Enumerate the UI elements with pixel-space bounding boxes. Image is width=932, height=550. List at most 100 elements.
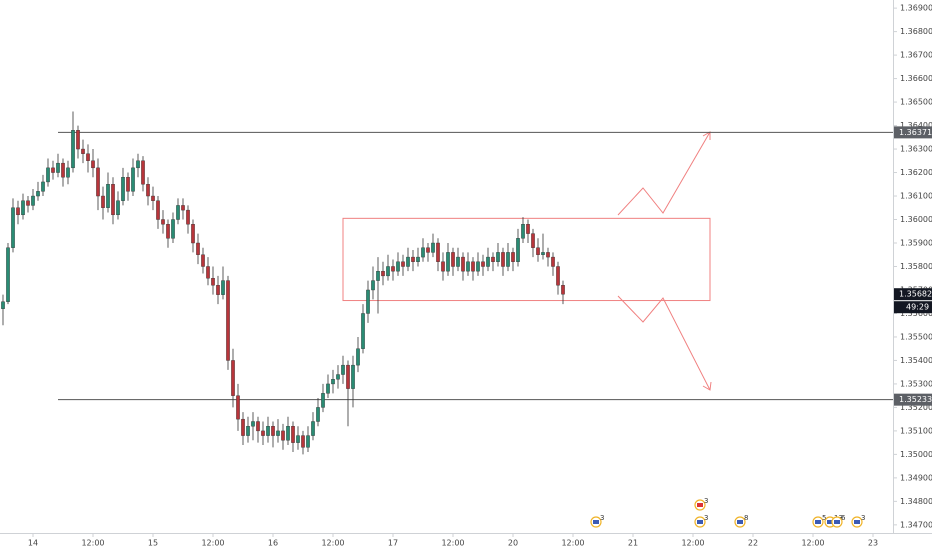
level-tag bbox=[894, 126, 932, 139]
last-price-label: 1.35682 bbox=[899, 290, 932, 299]
candle-body bbox=[246, 426, 250, 436]
candle-body bbox=[281, 430, 285, 441]
candle-body bbox=[86, 153, 90, 161]
candle-body bbox=[386, 266, 390, 277]
y-tick-label: 1.34800 bbox=[900, 497, 932, 506]
candle-body bbox=[446, 252, 450, 272]
candle-body bbox=[536, 247, 540, 255]
candle-body bbox=[551, 256, 555, 267]
candle-body bbox=[316, 407, 320, 422]
candle-body bbox=[271, 426, 275, 436]
candle-body bbox=[226, 280, 230, 361]
level-label: 1.35233 bbox=[899, 395, 932, 404]
y-tick-label: 1.35600 bbox=[900, 309, 932, 318]
candle-body bbox=[36, 191, 40, 197]
candle-body bbox=[101, 195, 105, 208]
event-count: 3 bbox=[704, 514, 708, 522]
candle-body bbox=[401, 261, 405, 267]
candle-body bbox=[296, 435, 300, 443]
candle-body bbox=[291, 426, 295, 443]
candle-body bbox=[136, 160, 140, 169]
candle-body bbox=[236, 395, 240, 420]
x-tick-label: 12:00 bbox=[321, 539, 344, 548]
candle-body bbox=[341, 364, 345, 375]
candle-body bbox=[426, 247, 430, 253]
candle-body bbox=[361, 313, 365, 349]
candle-body bbox=[366, 289, 370, 314]
y-tick-label: 1.35000 bbox=[900, 450, 932, 459]
x-tick-label: 12:00 bbox=[801, 539, 824, 548]
y-tick-label: 1.36900 bbox=[900, 4, 932, 13]
candle-body bbox=[451, 252, 455, 267]
x-tick-label: 12:00 bbox=[81, 539, 104, 548]
candle-body bbox=[1, 301, 5, 309]
candle-body bbox=[56, 162, 60, 173]
x-tick-label: 12:00 bbox=[561, 539, 584, 548]
candle-body bbox=[11, 207, 15, 248]
event-count: 5 bbox=[822, 514, 826, 522]
candle-body bbox=[496, 252, 500, 262]
x-tick-label: 21 bbox=[628, 539, 638, 548]
y-tick-label: 1.35200 bbox=[900, 403, 932, 412]
candle-body bbox=[346, 364, 350, 389]
candle-body bbox=[481, 261, 485, 267]
y-tick-label: 1.35500 bbox=[900, 332, 932, 341]
projection-arrows bbox=[617, 131, 712, 391]
event-count: 3 bbox=[861, 514, 865, 522]
x-tick-label: 17 bbox=[388, 539, 398, 548]
y-tick-label: 1.34700 bbox=[900, 520, 932, 529]
candle-body bbox=[396, 261, 400, 272]
y-tick-label: 1.36200 bbox=[900, 168, 932, 177]
event-flag bbox=[854, 520, 860, 524]
x-tick-label: 20 bbox=[508, 539, 518, 548]
x-tick-label: 12:00 bbox=[441, 539, 464, 548]
candle-body bbox=[66, 167, 70, 178]
x-tick-label: 23 bbox=[868, 539, 878, 548]
event-count: 3 bbox=[704, 497, 708, 505]
candle-body bbox=[176, 205, 180, 220]
y-tick-label: 1.34900 bbox=[900, 473, 932, 482]
candle-body bbox=[116, 200, 120, 216]
candle-body bbox=[26, 200, 30, 206]
candle-body bbox=[146, 184, 150, 197]
arrow-down bbox=[617, 295, 711, 391]
y-tick-label: 1.36300 bbox=[900, 145, 932, 154]
candle-body bbox=[556, 266, 560, 286]
candle-body bbox=[546, 252, 550, 258]
event-flag bbox=[827, 520, 833, 524]
candle-body bbox=[541, 252, 545, 255]
range-box bbox=[342, 217, 711, 302]
candle-body bbox=[191, 224, 195, 244]
candle-body bbox=[196, 242, 200, 255]
candle-body bbox=[531, 233, 535, 248]
event-count: 8 bbox=[744, 514, 748, 522]
candle-body bbox=[561, 285, 565, 295]
candle-body bbox=[356, 348, 360, 366]
countdown-tag bbox=[894, 301, 932, 314]
x-tick-label: 12:00 bbox=[201, 539, 224, 548]
candle-body bbox=[61, 162, 65, 178]
candle-body bbox=[261, 430, 265, 436]
y-tick-label: 1.36800 bbox=[900, 27, 932, 36]
candle-body bbox=[186, 209, 190, 225]
candle-body bbox=[21, 200, 25, 216]
y-tick-label: 1.36600 bbox=[900, 74, 932, 83]
candle-body bbox=[336, 374, 340, 380]
candle-body bbox=[201, 254, 205, 267]
candle-body bbox=[511, 252, 515, 262]
event-count: 6 bbox=[841, 514, 846, 522]
candle-body bbox=[106, 184, 110, 208]
x-tick-label: 22 bbox=[748, 539, 758, 548]
candle-body bbox=[456, 256, 460, 267]
arrow-up bbox=[617, 131, 711, 216]
candle-body bbox=[486, 256, 490, 267]
event-flag bbox=[737, 520, 743, 524]
candle-body bbox=[331, 379, 335, 385]
x-tick-label: 14 bbox=[28, 539, 38, 548]
candle-body bbox=[436, 242, 440, 262]
candle-body bbox=[31, 195, 35, 206]
candle-body bbox=[46, 167, 50, 183]
candle-body bbox=[516, 238, 520, 262]
candle-body bbox=[231, 360, 235, 396]
